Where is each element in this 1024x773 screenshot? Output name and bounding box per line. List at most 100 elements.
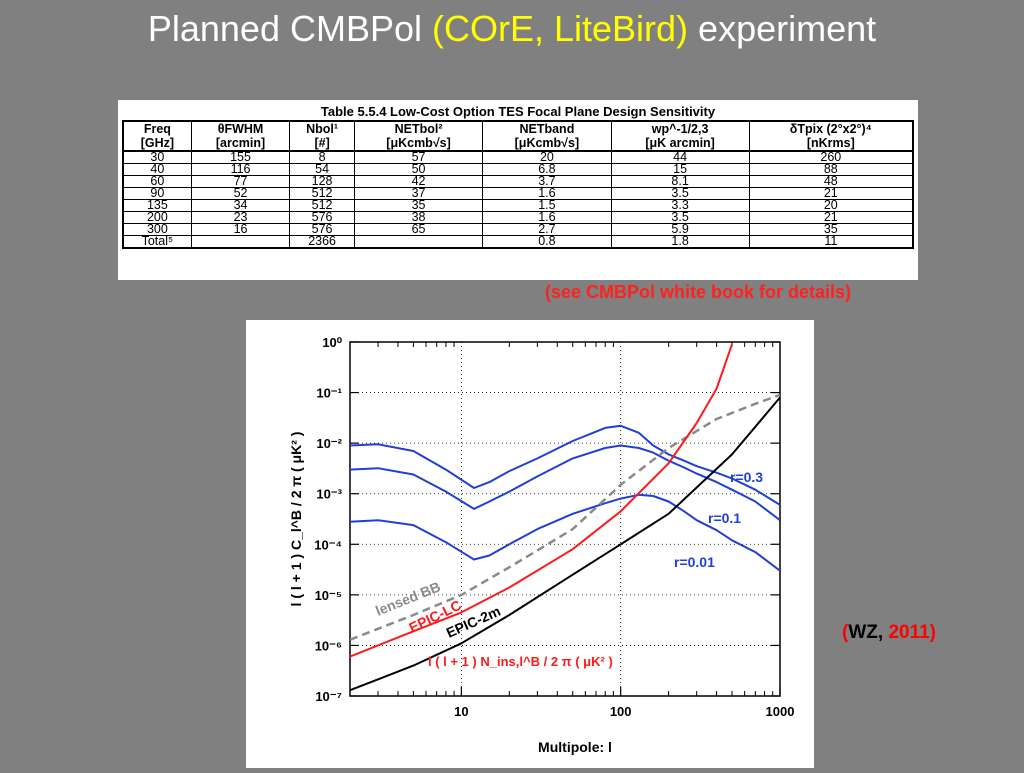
table-cell: 34 xyxy=(190,199,291,212)
table-cell: 1.6 xyxy=(482,211,612,224)
table-header-cell: NETbol² [μKcmb√s] xyxy=(353,121,484,152)
y-tick-label: 10⁻² xyxy=(316,436,342,451)
chart-annotation: r=0.01 xyxy=(674,554,715,570)
table-header-cell: δTpix (2°x2°)⁴ [nKrms] xyxy=(748,121,914,152)
table-cell: 1.8 xyxy=(610,235,750,249)
table-cell: 3.3 xyxy=(610,199,750,212)
table-cell: 6.8 xyxy=(482,163,612,176)
table-caption: Table 5.5.4 Low-Cost Option TES Focal Pl… xyxy=(320,104,716,119)
x-tick-label: 1000 xyxy=(766,704,795,719)
table-row: 30 155 8 57 20 44 260 xyxy=(122,151,914,164)
chart-annotation: r=0.3 xyxy=(730,469,763,485)
table-cell: 65 xyxy=(353,223,484,236)
x-axis-label: Multipole: l xyxy=(538,739,612,755)
table-cell: 576 xyxy=(289,211,355,224)
table-cell: 3.5 xyxy=(610,187,750,200)
table-row: 300 16 576 65 2.7 5.9 35 xyxy=(122,223,914,236)
table-cell: 135 xyxy=(122,199,192,212)
y-tick-label: 10⁻⁷ xyxy=(315,689,342,704)
table-cell xyxy=(190,235,291,249)
y-tick-label: 10⁻¹ xyxy=(316,386,342,401)
table-cell: 1.5 xyxy=(482,199,612,212)
table-header-row: Freq [GHz] θFWHM [arcmin] Nbol¹ [#] NETbol² [μK… xyxy=(122,121,914,152)
y-axis-label: l ( l + 1 ) C_l^B / 2 π ( μK² ) xyxy=(288,432,304,607)
table-cell: 2.7 xyxy=(482,223,612,236)
table-cell: 116 xyxy=(190,163,291,176)
table-cell: 15 xyxy=(610,163,750,176)
table-cell xyxy=(353,235,484,249)
table-cell: 576 xyxy=(289,223,355,236)
table-cell: 40 xyxy=(122,163,192,176)
table-row: 135 34 512 35 1.5 3.3 20 xyxy=(122,199,914,212)
table-cell: 512 xyxy=(289,199,355,212)
table-row: 40 116 54 50 6.8 15 88 xyxy=(122,163,914,176)
y-tick-label: 10⁻⁴ xyxy=(314,537,342,552)
y-tick-label: 10⁻³ xyxy=(316,487,342,502)
table-cell: 155 xyxy=(190,151,291,164)
table-cell: Total⁵ xyxy=(122,235,192,249)
bb-spectrum-chart: 10 100 1000 10⁰ 10⁻¹ 10⁻² 10⁻³ 10⁻⁴ 10⁻⁵ 10⁻⁶ 10⁻⁷… xyxy=(288,335,795,755)
series-group xyxy=(350,343,780,692)
table-header-cell: Freq [GHz] xyxy=(122,121,192,152)
table-cell: 50 xyxy=(353,163,484,176)
table-header-cell: Nbol¹ [#] xyxy=(289,121,355,152)
table-cell: 512 xyxy=(289,187,355,200)
title-highlight: (COrE, LiteBird) xyxy=(432,8,689,49)
table-cell: 5.9 xyxy=(610,223,750,236)
slide-title: Planned CMBPol (COrE, LiteBird) experime… xyxy=(0,8,1024,50)
series-line-r-0-3 xyxy=(350,424,780,506)
table-cell: 90 xyxy=(122,187,192,200)
table-cell: 200 xyxy=(122,211,192,224)
table-cell: 20 xyxy=(482,151,612,164)
table-row: 90 52 512 37 1.6 3.5 21 xyxy=(122,187,914,200)
table-cell: 21 xyxy=(748,211,914,224)
table-header-cell: NETband [μKcmb√s] xyxy=(482,121,612,152)
table-cell: 35 xyxy=(353,199,484,212)
table-cell: 3.5 xyxy=(610,211,750,224)
table-cell: 300 xyxy=(122,223,192,236)
citation: (WZ, 2011) xyxy=(842,622,936,643)
table-header-cell: wp^-1/2,3 [μK arcmin] xyxy=(610,121,750,152)
table-cell: 38 xyxy=(353,211,484,224)
table-cell: 77 xyxy=(190,175,291,188)
y-tick-label: 10⁰ xyxy=(322,335,342,350)
table-body: 30 155 8 57 20 44 260 40 116 54 50 6.8 15 88 60 77 128 42… xyxy=(122,151,914,249)
series-line-r-0-1 xyxy=(350,444,780,521)
table-cell: 88 xyxy=(748,163,914,176)
table-row: 200 23 576 38 1.6 3.5 21 xyxy=(122,211,914,224)
table-cell: 60 xyxy=(122,175,192,188)
citation-author: WZ, xyxy=(848,622,889,643)
title-post: experiment xyxy=(688,8,877,49)
sensitivity-table: Freq [GHz] θFWHM [arcmin] Nbol¹ [#] NETbol² [μK… xyxy=(122,120,914,249)
table-header-cell: θFWHM [arcmin] xyxy=(190,121,291,152)
x-tick-label: 10 xyxy=(454,704,468,719)
series-line-lensed-bb xyxy=(350,393,780,641)
table-cell: 48 xyxy=(748,175,914,188)
table-cell: 57 xyxy=(353,151,484,164)
series-line-epic-lc xyxy=(350,343,733,658)
table-cell: 3.7 xyxy=(482,175,612,188)
series-line-epic-2m xyxy=(350,396,780,692)
table-cell: 1.6 xyxy=(482,187,612,200)
table-cell: 260 xyxy=(748,151,914,164)
y-tick-label: 10⁻⁶ xyxy=(315,638,342,653)
y-tick-label: 10⁻⁵ xyxy=(315,588,342,603)
table-total-row: Total⁵ 2366 0.8 1.8 11 xyxy=(122,235,914,249)
table-cell: 21 xyxy=(748,187,914,200)
table-cell: 52 xyxy=(190,187,291,200)
bb-spectrum-figure: 10 100 1000 10⁰ 10⁻¹ 10⁻² 10⁻³ 10⁻⁴ 10⁻⁵ 10⁻⁶ 10⁻⁷… xyxy=(246,320,814,768)
series-line-r-0-01 xyxy=(350,493,780,572)
table-cell: 20 xyxy=(748,199,914,212)
table-cell: 44 xyxy=(610,151,750,164)
x-tick-label: 100 xyxy=(610,704,632,719)
table-cell: 35 xyxy=(748,223,914,236)
table-cell: 2366 xyxy=(289,235,355,249)
white-book-note: (see CMBPol white book for details) xyxy=(545,282,852,302)
table-cell: 30 xyxy=(122,151,192,164)
chart-annotation: r=0.1 xyxy=(708,510,741,526)
title-pre: Planned CMBPol xyxy=(147,8,432,49)
table-row: 60 77 128 42 3.7 8.1 48 xyxy=(122,175,914,188)
chart-annotation: l ( l + 1 ) N_ins,l^B / 2 π ( μK² ) xyxy=(428,654,613,669)
table-cell: 16 xyxy=(190,223,291,236)
table-cell: 23 xyxy=(190,211,291,224)
